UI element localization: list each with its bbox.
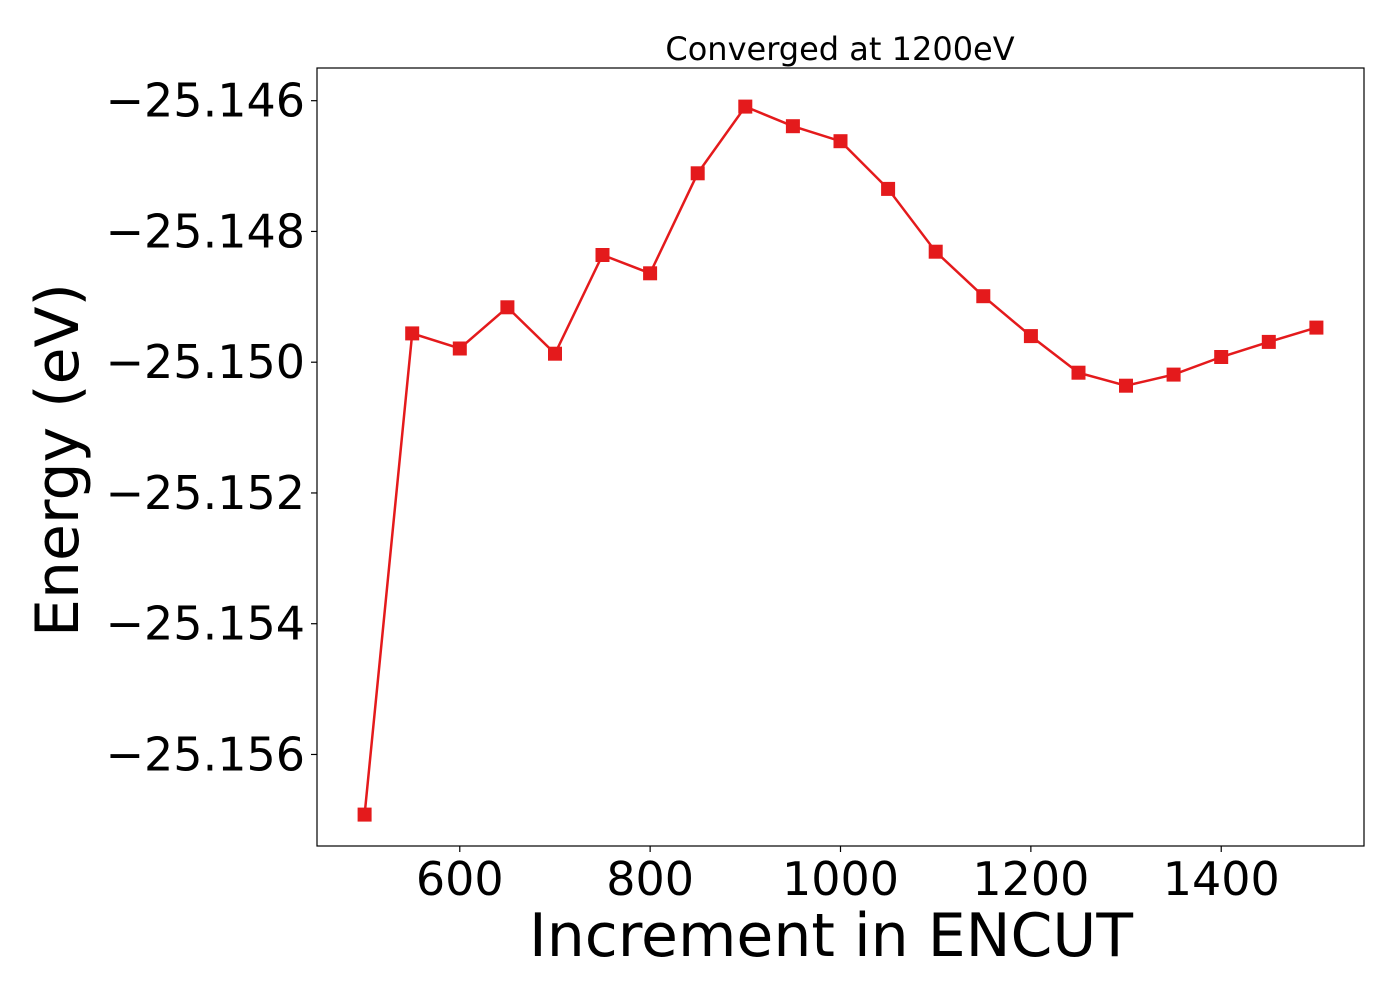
data-point — [452, 341, 467, 356]
data-point — [881, 181, 896, 196]
x-axis-title: Increment in ENCUT — [529, 901, 1133, 971]
data-point — [1119, 378, 1133, 393]
chart-title: Converged at 1200eV — [665, 30, 1014, 68]
data-point — [595, 248, 610, 262]
x-tick-label: 1400 — [1163, 852, 1280, 906]
data-point — [357, 807, 372, 822]
data-point — [500, 300, 515, 315]
data-point — [405, 326, 420, 341]
x-tick-label: 1200 — [972, 852, 1089, 906]
data-point — [928, 244, 943, 259]
x-tick-label: 600 — [416, 852, 504, 906]
data-point — [785, 119, 800, 134]
x-tick-label: 1000 — [782, 852, 899, 906]
data-point — [548, 346, 562, 361]
y-tick-label: −25.152 — [106, 466, 306, 520]
y-tick-label: −25.146 — [106, 74, 306, 128]
data-point — [833, 134, 848, 149]
data-point — [1071, 365, 1086, 380]
data-point — [690, 166, 705, 181]
y-axis: −25.146 −25.148 −25.150 −25.152 −25.154 −25.1… — [106, 74, 317, 781]
data-point — [738, 99, 753, 114]
x-axis: 600 800 1000 1200 1400 — [416, 846, 1280, 906]
x-tick-label: 800 — [606, 852, 694, 906]
series-line — [363, 105, 1317, 815]
plot-frame — [316, 67, 1365, 847]
data-point — [1309, 320, 1324, 335]
data-point — [1214, 350, 1229, 364]
data-point — [976, 289, 991, 304]
data-point — [643, 266, 658, 281]
data-point — [1023, 329, 1038, 344]
y-tick-label: −25.150 — [106, 335, 306, 389]
y-tick-label: −25.154 — [106, 597, 306, 651]
y-tick-label: −25.156 — [106, 727, 306, 781]
y-axis-title: Energy (eV) — [23, 283, 93, 637]
plot-area — [316, 67, 1365, 847]
y-tick-label: −25.148 — [106, 204, 306, 258]
data-point — [1166, 367, 1181, 382]
data-point — [1261, 334, 1276, 349]
